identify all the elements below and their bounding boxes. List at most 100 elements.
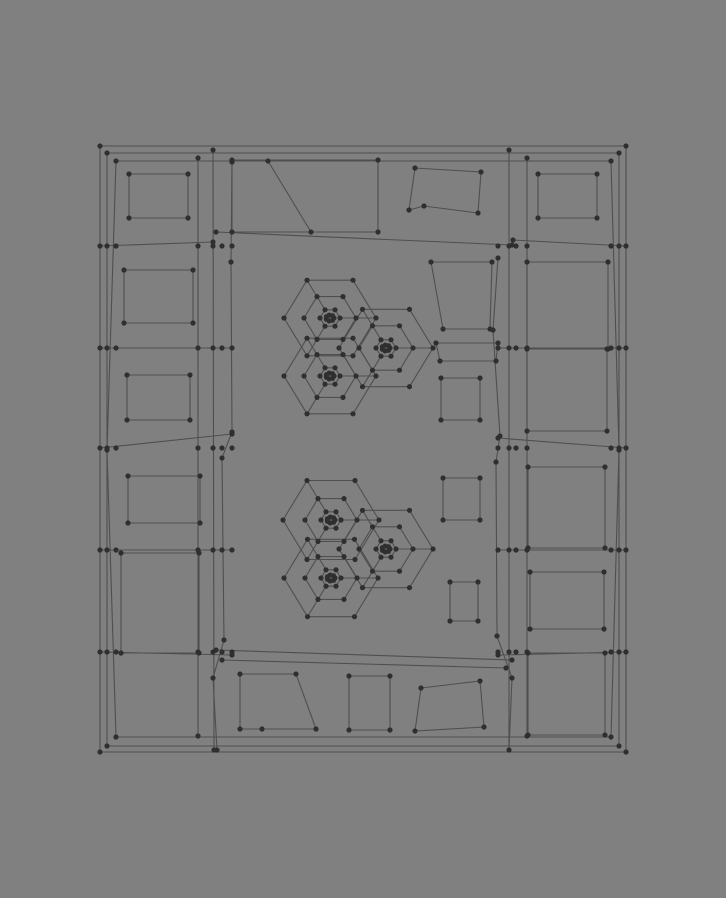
mesh-vertex [601,569,607,575]
mesh-vertex [495,243,501,249]
mesh-vertex [338,517,344,523]
mesh-vertex [219,649,225,655]
mesh-vertex [352,477,358,484]
mesh-vertex [428,259,434,265]
mesh-vertex [433,340,439,346]
mesh-vertex [322,323,328,329]
mesh-vertex [304,536,311,542]
mesh-vertex [210,675,216,681]
mesh-vertex [375,157,381,163]
mesh-vertex [187,372,193,378]
mesh-vertex [322,381,328,387]
mesh-edge [440,377,481,421]
mesh-vertex [497,433,503,439]
mesh-edge [529,571,605,630]
mesh-edge [215,649,513,661]
mesh-edge [361,369,374,388]
mesh-edge [320,569,342,587]
mesh-vertex [104,150,110,156]
mesh-vertex [352,556,358,563]
mesh-vertex [490,327,496,333]
mesh-vertex [356,546,362,552]
mesh-vertex [190,267,196,273]
mesh-vertex [197,520,203,526]
mesh-vertex [195,243,201,249]
mesh-vertex [332,381,338,387]
mesh-vertex [447,579,453,585]
mesh-vertex [369,524,376,530]
mesh-vertex [385,343,392,349]
mesh-vertex [219,657,225,663]
mesh-vertex [302,575,308,581]
mesh-vertex [493,459,499,465]
mesh-vertex [333,567,339,573]
mesh-vertex [329,313,336,319]
mesh-vertex [104,547,110,553]
mesh-vertex [359,384,366,390]
mesh-vertex [329,371,336,377]
mesh-vertex [623,345,629,351]
mesh-vertex [524,345,530,351]
mesh-vertex [525,464,531,470]
mesh-vertex [369,568,376,574]
mesh-vertex [359,507,366,513]
mesh-edge [512,239,627,247]
mesh-vertex [535,215,541,221]
mesh-vertex [513,243,519,249]
mesh-vertex [616,150,622,156]
mesh-vertex [314,394,320,400]
mesh-vertex [302,517,308,523]
mesh-vertex [113,345,119,351]
mesh-vertex [190,320,196,326]
mesh-vertex [121,320,127,326]
mesh-vertex [304,614,311,620]
mesh-vertex [265,158,271,164]
mesh-vertex [322,365,328,371]
mesh-vertex [354,575,360,581]
mesh-vertex [332,307,338,313]
mesh-edge [221,659,507,669]
mesh-vertex [616,345,622,351]
mesh-edge [371,556,382,572]
mesh-vertex [359,585,366,591]
mesh-vertex [113,547,119,553]
mesh-edge [375,339,397,357]
mesh-vertex [121,267,127,273]
mesh-vertex [475,579,481,585]
mesh-vertex [219,243,225,249]
mesh-vertex [337,373,343,379]
mesh-vertex [323,525,329,531]
mesh-vertex [210,649,216,655]
mesh-vertex [304,277,310,283]
mesh-vertex [210,345,216,351]
mesh-vertex [341,596,347,603]
mesh-vertex [608,547,614,553]
mesh-edge [361,509,374,528]
mesh-vertex [602,732,608,738]
mesh-vertex [524,259,530,265]
mesh-vertex [356,345,362,351]
mesh-vertex [323,583,329,589]
mesh-vertex [524,547,530,553]
mesh-vertex [616,743,622,749]
mesh-vertex [323,509,329,515]
mesh-vertex [97,143,103,149]
mesh-vertex [447,618,453,624]
mesh-vertex [513,445,519,451]
mesh-vertex [388,337,394,343]
mesh-vertex [495,255,501,261]
mesh-vertex [195,155,201,161]
mesh-vertex [337,315,343,321]
mesh-vertex [481,724,487,730]
mesh-edge [430,261,493,330]
mesh-vertex [340,352,346,358]
mesh-vertex [406,207,412,213]
mesh-vertex [375,229,381,235]
mesh-vertex [506,345,512,351]
mesh-vertex [228,259,234,265]
mesh-vertex [259,726,265,732]
mesh-vertex [410,546,416,552]
mesh-edge [306,396,318,415]
mesh-vertex [104,743,110,749]
